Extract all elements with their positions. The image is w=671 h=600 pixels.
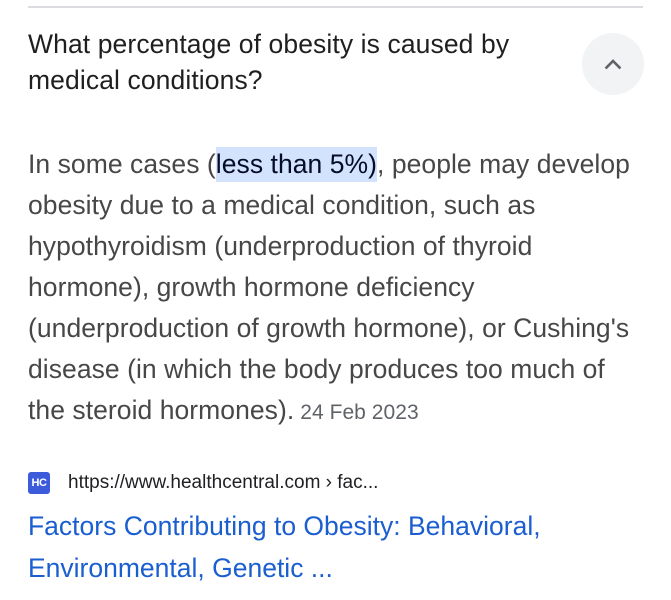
answer-prefix: In some cases ( [28, 149, 216, 179]
collapse-button[interactable] [582, 33, 644, 95]
result-title-link[interactable]: Factors Contributing to Obesity: Behavio… [28, 511, 541, 583]
site-favicon-icon: HC [28, 472, 50, 494]
chevron-up-icon [604, 59, 622, 70]
source-url[interactable]: https://www.healthcentral.com › fac... [68, 472, 379, 493]
faq-question[interactable]: What percentage of obesity is caused by … [28, 29, 510, 95]
answer-date: 24 Feb 2023 [300, 401, 419, 424]
faq-question-row[interactable]: What percentage of obesity is caused by … [28, 26, 644, 106]
section-divider [28, 6, 643, 8]
faq-answer: In some cases (less than 5%), people may… [28, 144, 648, 433]
answer-highlight: less than 5%) [215, 147, 377, 182]
source-row[interactable]: HC https://www.healthcentral.com › fac..… [28, 470, 378, 496]
answer-body: , people may develop obesity due to a me… [28, 149, 630, 425]
